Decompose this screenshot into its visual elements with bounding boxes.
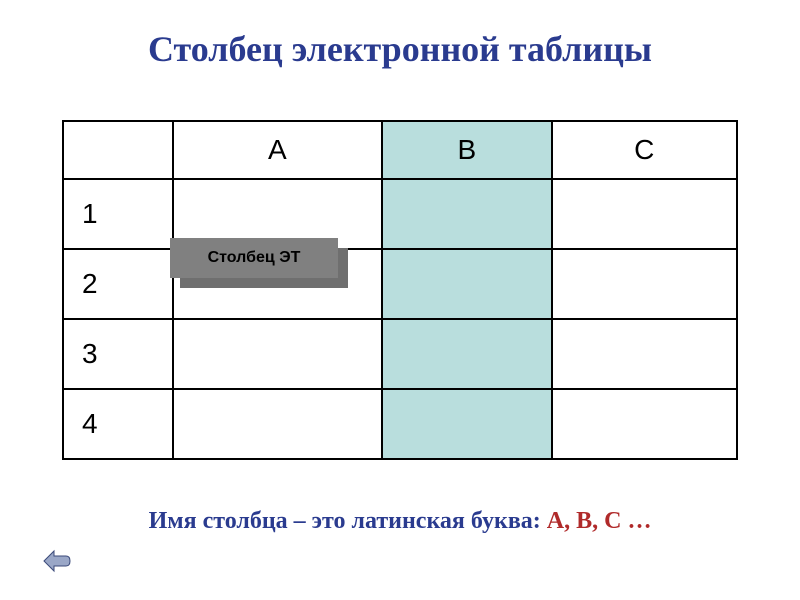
row-header-1: 1 — [63, 179, 173, 249]
row-header-2: 2 — [63, 249, 173, 319]
column-tooltip: Столбец ЭТ — [170, 238, 348, 284]
row-header-4: 4 — [63, 389, 173, 459]
col-header-a: A — [173, 121, 382, 179]
back-icon[interactable] — [42, 548, 72, 574]
cell-b1 — [382, 179, 551, 249]
cell-a4 — [173, 389, 382, 459]
cell-c3 — [552, 319, 737, 389]
row-header-3: 3 — [63, 319, 173, 389]
col-header-c: C — [552, 121, 737, 179]
table-header-row: A B C — [63, 121, 737, 179]
tooltip-body: Столбец ЭТ — [170, 238, 338, 278]
table-row: 3 — [63, 319, 737, 389]
footer-prefix: Имя столбца – это латинская буква: — [149, 508, 547, 534]
cell-b2 — [382, 249, 551, 319]
back-arrow-path — [44, 551, 70, 571]
spreadsheet-table: A B C 1 2 3 4 — [62, 120, 738, 460]
cell-c4 — [552, 389, 737, 459]
page-title: Столбец электронной таблицы — [0, 0, 800, 70]
cell-c2 — [552, 249, 737, 319]
cell-a3 — [173, 319, 382, 389]
table-row: 2 — [63, 249, 737, 319]
table-row: 1 — [63, 179, 737, 249]
footer-letters: A, B, C … — [547, 508, 652, 534]
tooltip-label: Столбец ЭТ — [208, 249, 301, 267]
cell-b4 — [382, 389, 551, 459]
cell-b3 — [382, 319, 551, 389]
col-header-b: B — [382, 121, 551, 179]
table-row: 4 — [63, 389, 737, 459]
corner-cell — [63, 121, 173, 179]
footer-caption: Имя столбца – это латинская буква: A, B,… — [0, 508, 800, 535]
cell-c1 — [552, 179, 737, 249]
